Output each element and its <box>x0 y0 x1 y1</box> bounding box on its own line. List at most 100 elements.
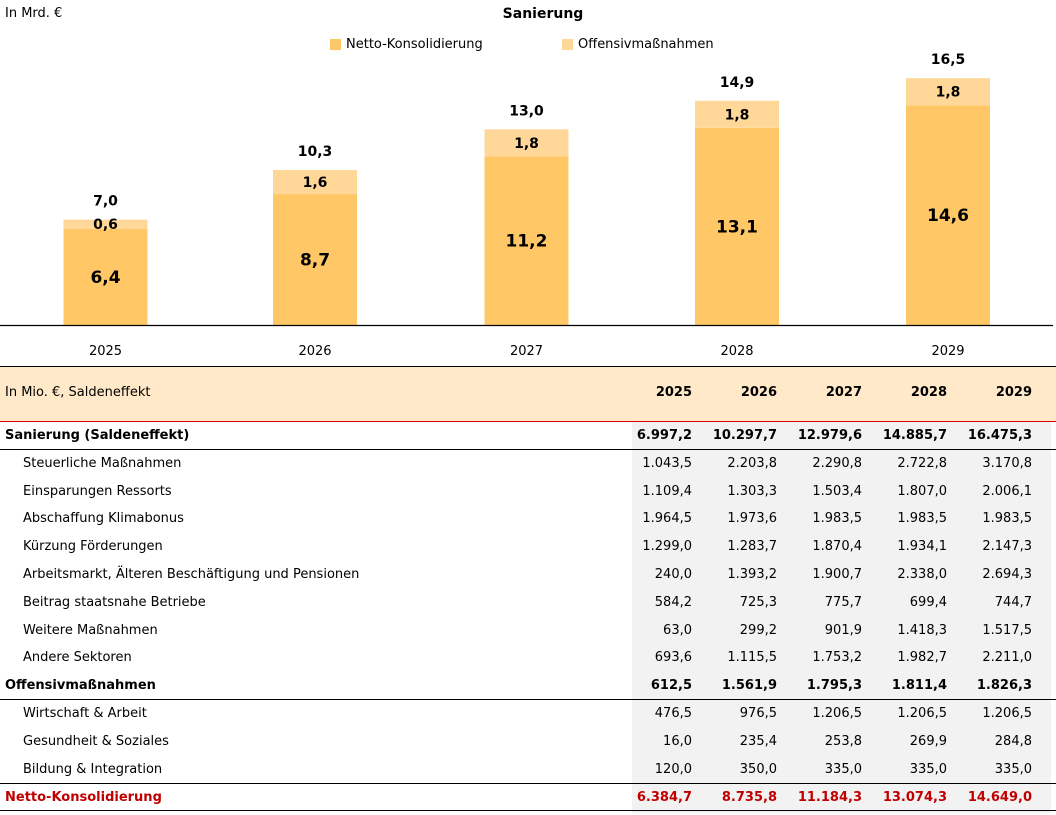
cell-value: 1.900,7 <box>812 566 862 582</box>
row-label: Bildung & Integration <box>23 761 163 777</box>
cell-value: 2.006,1 <box>982 483 1032 499</box>
table-header-year: 2029 <box>995 385 1032 400</box>
cell-value: 2.694,3 <box>982 566 1032 582</box>
cell-value: 744,7 <box>994 594 1032 610</box>
legend-item-offensiv: Offensivmaßnahmen <box>562 37 714 52</box>
x-tick-label: 2029 <box>931 344 964 359</box>
cell-value: 16.475,3 <box>967 428 1032 443</box>
bar-label: 1,8 <box>936 85 961 101</box>
row-label: Andere Sektoren <box>23 650 132 666</box>
cell-value: 10.297,7 <box>712 428 777 443</box>
x-tick-label: 2028 <box>720 344 753 359</box>
cell-value: 240,0 <box>654 566 692 582</box>
cell-value: 16,0 <box>663 733 692 749</box>
row-label: Gesundheit & Soziales <box>23 733 169 749</box>
cell-value: 1.807,0 <box>897 483 947 499</box>
cell-value: 1.517,5 <box>982 622 1032 638</box>
table-row: Weitere Maßnahmen 63,0 299,2 901,9 1.418,3 1.… <box>0 617 1056 645</box>
row-label: Wirtschaft & Arbeit <box>23 705 147 721</box>
row-label: Sanierung (Saldeneffekt) <box>5 428 190 443</box>
cell-value: 976,5 <box>739 705 777 721</box>
bar-label: 8,7 <box>300 251 330 271</box>
cell-value: 901,9 <box>824 622 862 638</box>
cell-value: 1.418,3 <box>897 622 947 638</box>
row-label: Einsparungen Ressorts <box>23 483 172 499</box>
cell-value: 775,7 <box>824 594 862 610</box>
table-row: Bildung & Integration 120,0 350,0 335,0 335,… <box>0 756 1056 784</box>
cell-value: 1.503,4 <box>812 483 862 499</box>
cell-value: 2.290,8 <box>812 455 862 471</box>
cell-value: 1.811,4 <box>891 678 947 694</box>
cell-value: 612,5 <box>650 678 692 694</box>
table-body: Sanierung (Saldeneffekt) 6.997,2 10.297,7 1… <box>0 422 1056 812</box>
bar-label: 0,6 <box>93 217 118 233</box>
cell-value: 8.735,8 <box>721 790 777 806</box>
cell-value: 11.184,3 <box>797 790 862 806</box>
x-tick-label: 2025 <box>89 344 122 359</box>
total-label: 14,9 <box>720 75 755 91</box>
cell-value: 699,4 <box>909 594 947 610</box>
chart-unit-label: In Mrd. € <box>5 6 63 21</box>
bar-netto-2027 <box>484 156 569 325</box>
cell-value: 63,0 <box>663 622 692 638</box>
row-label: Arbeitsmarkt, Älteren Beschäftigung und … <box>23 566 360 582</box>
cell-value: 1.753,2 <box>812 650 862 666</box>
cell-value: 14.885,7 <box>882 428 947 443</box>
table-row: Sanierung (Saldeneffekt) 6.997,2 10.297,7 1… <box>0 422 1056 450</box>
cell-value: 476,5 <box>654 705 692 721</box>
table-header: In Mio. €, Saldeneffekt 2025 2026 2027 2… <box>0 366 1056 422</box>
cell-value: 1.983,5 <box>982 511 1032 527</box>
cell-value: 1.206,5 <box>897 705 947 721</box>
cell-value: 335,0 <box>824 761 862 777</box>
cell-value: 235,4 <box>739 733 777 749</box>
table-row: Arbeitsmarkt, Älteren Beschäftigung und … <box>0 561 1056 589</box>
cell-value: 1.283,7 <box>727 539 777 555</box>
bar-netto-2029 <box>906 105 990 326</box>
cell-value: 1.934,1 <box>897 539 947 555</box>
cell-value: 269,9 <box>909 733 947 749</box>
cell-value: 13.074,3 <box>882 790 947 806</box>
bar-label: 1,8 <box>514 136 539 152</box>
values-background <box>632 422 1051 813</box>
row-label: Offensivmaßnahmen <box>5 678 156 694</box>
cell-value: 1.299,0 <box>642 539 692 555</box>
row-label: Netto-Konsolidierung <box>5 790 162 806</box>
cell-value: 12.979,6 <box>797 428 862 443</box>
cell-value: 1.115,5 <box>727 650 777 666</box>
table-header-label: In Mio. €, Saldeneffekt <box>5 385 151 400</box>
cell-value: 335,0 <box>994 761 1032 777</box>
cell-value: 6.384,7 <box>636 790 692 806</box>
cell-value: 1.795,3 <box>806 678 862 694</box>
x-tick-label: 2026 <box>298 344 331 359</box>
cell-value: 350,0 <box>739 761 777 777</box>
bar-offensiv-2029 <box>906 78 990 106</box>
table-row: Kürzung Förderungen 1.299,0 1.283,7 1.870,4… <box>0 533 1056 561</box>
cell-value: 1.983,5 <box>812 511 862 527</box>
bar-label: 14,6 <box>927 206 969 226</box>
cell-value: 335,0 <box>909 761 947 777</box>
table-row: Wirtschaft & Arbeit 476,5 976,5 1.206,5 1.20… <box>0 700 1056 728</box>
total-label: 16,5 <box>931 52 966 68</box>
bar-offensiv-2025 <box>63 219 148 229</box>
cell-value: 2.203,8 <box>727 455 777 471</box>
bar-label: 1,8 <box>725 107 750 123</box>
cell-value: 1.964,5 <box>642 511 692 527</box>
table-header-year: 2025 <box>655 385 692 400</box>
table-row: Gesundheit & Soziales 16,0 235,4 253,8 269,9… <box>0 728 1056 756</box>
row-label: Kürzung Förderungen <box>23 539 163 555</box>
table-row: Einsparungen Ressorts 1.109,4 1.303,3 1.503… <box>0 478 1056 506</box>
bar-label: 6,4 <box>90 268 120 288</box>
bar-offensiv-2028 <box>695 100 779 128</box>
cell-value: 1.826,3 <box>976 678 1032 694</box>
cell-value: 725,3 <box>739 594 777 610</box>
cell-value: 2.338,0 <box>897 566 947 582</box>
table-header-year: 2027 <box>825 385 862 400</box>
table-header-year: 2026 <box>740 385 777 400</box>
total-label: 13,0 <box>509 103 544 119</box>
bar-label: 1,6 <box>303 175 328 191</box>
cell-value: 584,2 <box>654 594 692 610</box>
bar-label: 11,2 <box>506 232 548 252</box>
cell-value: 1.043,5 <box>642 455 692 471</box>
bar-netto-2026 <box>273 194 357 325</box>
cell-value: 1.303,3 <box>727 483 777 499</box>
